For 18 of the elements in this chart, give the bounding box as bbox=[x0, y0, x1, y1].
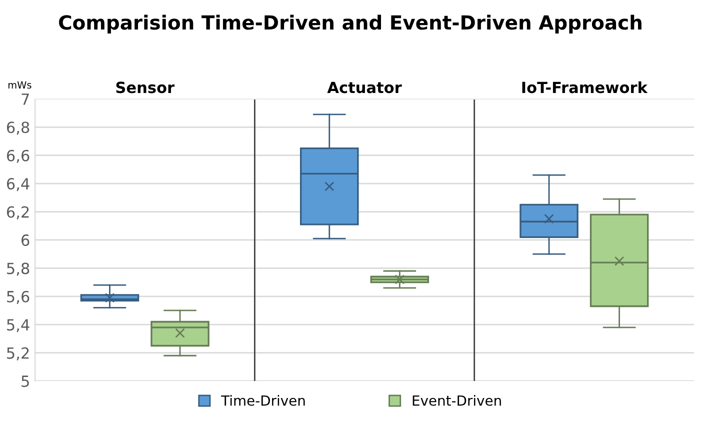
y-tick-label: 6,6 bbox=[6, 150, 30, 163]
x-tick-label: IoT-Framework bbox=[522, 81, 648, 94]
y-tick-label: 5,8 bbox=[7, 262, 30, 276]
y-tick-label: 5,2 bbox=[7, 347, 29, 360]
chart-title: Comparision Time-Driven and Event-Driven Approach bbox=[59, 14, 642, 34]
y-tick-label: 5,4 bbox=[7, 319, 30, 332]
y-tick-label: 5,6 bbox=[7, 290, 30, 304]
y-tick-label: 6 bbox=[22, 234, 30, 246]
y-tick-label: 6,2 bbox=[6, 206, 29, 220]
y-tick-label: 6,8 bbox=[6, 122, 30, 135]
legend-label: Event-Driven bbox=[412, 395, 501, 406]
x-tick-label: Actuator bbox=[327, 82, 402, 94]
x-tick-label: Sensor bbox=[116, 82, 175, 94]
legend-label: Time-Driven bbox=[221, 395, 305, 406]
y-tick-label: 5 bbox=[22, 376, 29, 388]
y-tick-label: 7 bbox=[22, 94, 29, 105]
y-axis-title: mWs bbox=[8, 81, 32, 89]
y-tick-label: 6,4 bbox=[6, 178, 30, 192]
